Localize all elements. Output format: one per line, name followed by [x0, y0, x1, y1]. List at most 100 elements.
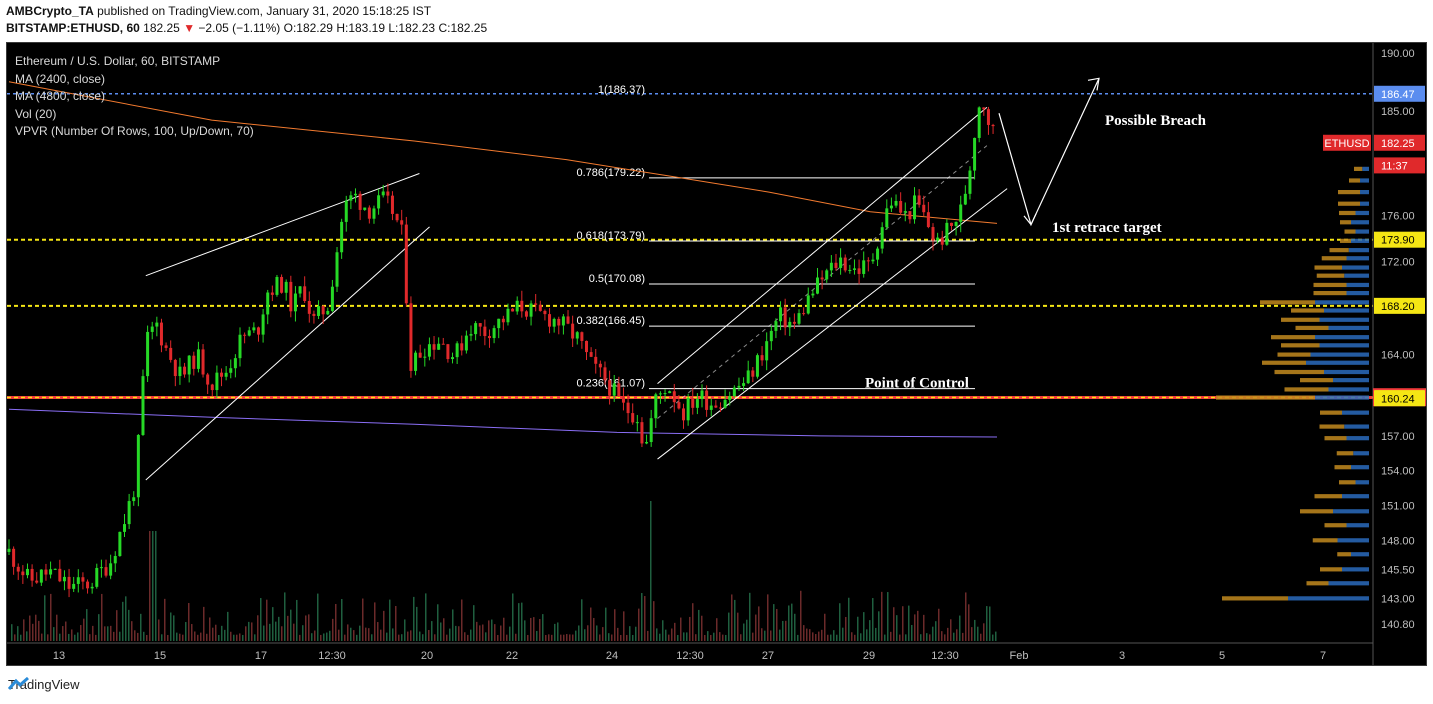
candle[interactable]	[497, 318, 501, 329]
candle[interactable]	[834, 262, 838, 268]
candle[interactable]	[492, 328, 496, 339]
candle[interactable]	[515, 300, 519, 312]
candle[interactable]	[621, 396, 625, 403]
candle[interactable]	[349, 195, 353, 201]
candle[interactable]	[511, 308, 515, 312]
candle[interactable]	[959, 204, 963, 222]
candle[interactable]	[183, 366, 187, 375]
candle[interactable]	[86, 581, 90, 589]
candle[interactable]	[973, 137, 977, 171]
candle[interactable]	[192, 355, 196, 369]
candle[interactable]	[672, 391, 676, 403]
candle[interactable]	[580, 332, 584, 341]
candle[interactable]	[742, 383, 746, 386]
candle[interactable]	[206, 374, 210, 385]
candle[interactable]	[705, 390, 709, 410]
candle[interactable]	[612, 383, 616, 396]
candle[interactable]	[483, 326, 487, 337]
candle[interactable]	[418, 352, 422, 358]
candle[interactable]	[173, 359, 177, 377]
candle[interactable]	[35, 580, 39, 583]
author[interactable]: AMBCrypto_TA	[6, 4, 94, 18]
candle[interactable]	[552, 318, 556, 327]
candle[interactable]	[178, 366, 182, 377]
candle[interactable]	[811, 293, 815, 296]
candle[interactable]	[469, 334, 473, 336]
candle[interactable]	[72, 583, 76, 589]
candle[interactable]	[617, 383, 621, 397]
trend-line[interactable]	[145, 173, 420, 277]
candle[interactable]	[862, 260, 866, 274]
candle[interactable]	[21, 571, 25, 576]
candle[interactable]	[25, 568, 29, 576]
candle[interactable]	[474, 323, 478, 335]
candle[interactable]	[585, 340, 588, 353]
candle[interactable]	[233, 358, 237, 369]
candle[interactable]	[991, 124, 995, 127]
candle[interactable]	[751, 370, 755, 377]
candle[interactable]	[700, 390, 704, 400]
candle[interactable]	[390, 195, 394, 214]
candle[interactable]	[876, 248, 880, 260]
candle[interactable]	[81, 577, 85, 582]
chart-panel[interactable]: 1(186.37) 0.786(179.22) 0.618(173.79) 0.5(1…	[6, 42, 1427, 666]
candle[interactable]	[335, 252, 339, 287]
candle[interactable]	[774, 321, 778, 331]
candle[interactable]	[765, 341, 769, 361]
candle[interactable]	[806, 295, 810, 314]
candle[interactable]	[132, 497, 136, 502]
legend-vol[interactable]: Vol (20)	[15, 106, 57, 121]
candle[interactable]	[201, 349, 205, 375]
candle[interactable]	[354, 193, 357, 196]
candle[interactable]	[238, 334, 242, 359]
candle[interactable]	[243, 334, 247, 336]
candle[interactable]	[187, 355, 191, 375]
candle[interactable]	[866, 260, 870, 262]
candle[interactable]	[917, 195, 921, 205]
candle[interactable]	[113, 555, 117, 564]
candle[interactable]	[598, 363, 602, 368]
candle[interactable]	[317, 306, 321, 316]
candle[interactable]	[501, 318, 505, 323]
candle[interactable]	[825, 270, 829, 280]
candle[interactable]	[441, 343, 445, 345]
candle[interactable]	[270, 292, 274, 295]
candle[interactable]	[460, 343, 464, 351]
price-chart[interactable]: 1(186.37) 0.786(179.22) 0.618(173.79) 0.5(1…	[7, 43, 1426, 665]
candle[interactable]	[252, 327, 256, 331]
candle[interactable]	[427, 344, 431, 357]
candle[interactable]	[714, 405, 718, 408]
candle[interactable]	[529, 303, 533, 317]
candle[interactable]	[820, 277, 824, 280]
candle[interactable]	[451, 357, 455, 360]
candle[interactable]	[104, 567, 108, 576]
candle[interactable]	[631, 413, 635, 423]
candle[interactable]	[682, 408, 686, 421]
candle[interactable]	[123, 524, 126, 532]
legend-vpvr[interactable]: VPVR (Number Of Rows, 100, Up/Down, 70)	[15, 124, 254, 138]
projection-arrow[interactable]	[998, 78, 1100, 227]
candle[interactable]	[922, 204, 926, 213]
candle[interactable]	[543, 310, 547, 315]
candle[interactable]	[783, 307, 787, 328]
candle[interactable]	[44, 569, 48, 575]
candle[interactable]	[414, 352, 418, 371]
candle[interactable]	[400, 220, 404, 225]
candle[interactable]	[589, 352, 593, 357]
candle[interactable]	[945, 222, 949, 245]
candle[interactable]	[940, 237, 944, 245]
candle[interactable]	[289, 281, 293, 312]
candle[interactable]	[344, 200, 348, 222]
candle[interactable]	[39, 569, 43, 583]
candle[interactable]	[548, 314, 552, 327]
candle[interactable]	[118, 531, 122, 556]
legend-ma1[interactable]: MA (2400, close)	[15, 71, 106, 86]
candle[interactable]	[76, 577, 80, 584]
candle[interactable]	[949, 222, 953, 226]
candle[interactable]	[557, 318, 561, 326]
candle[interactable]	[677, 402, 681, 409]
candle[interactable]	[7, 548, 11, 552]
candle[interactable]	[977, 107, 981, 138]
candle[interactable]	[30, 568, 34, 581]
candle[interactable]	[908, 211, 912, 220]
